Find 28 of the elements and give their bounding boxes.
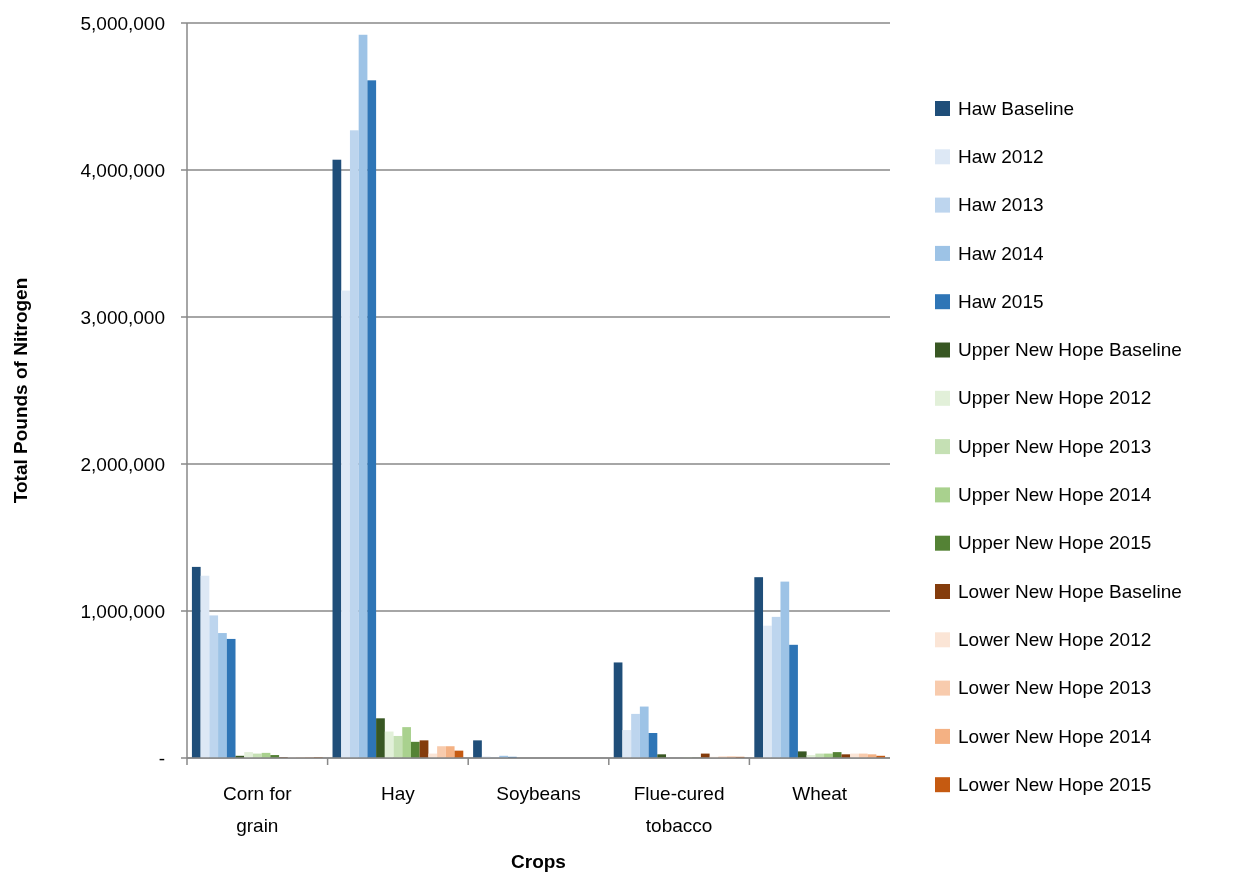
x-tick-label: Wheat: [792, 783, 848, 804]
legend-label: Upper New Hope 2015: [958, 532, 1152, 554]
x-tick-label: Soybeans: [496, 783, 581, 804]
y-tick-label: 4,000,000: [80, 159, 165, 181]
x-tick-label: Hay: [381, 783, 416, 804]
y-tick-label: 5,000,000: [80, 12, 165, 34]
x-axis-title: Crops: [511, 851, 566, 872]
legend-label: Haw 2014: [958, 242, 1044, 264]
legend-label: Haw 2013: [958, 194, 1044, 216]
y-axis-title: Total Pounds of Nitrogen: [10, 277, 31, 504]
legend-label: Upper New Hope 2012: [958, 387, 1152, 409]
legend-label: Upper New Hope 2014: [958, 484, 1152, 506]
legend-label: Lower New Hope 2014: [958, 725, 1152, 747]
x-tick-label: Flue-cured tobacco: [633, 783, 725, 836]
legend-label: Upper New Hope 2013: [958, 435, 1152, 457]
legend-label: Haw 2015: [958, 290, 1044, 312]
legend-label: Lower New Hope 2012: [958, 628, 1152, 650]
x-tick-label: Corn for grain: [222, 783, 293, 836]
legend-label: Lower New Hope Baseline: [958, 580, 1182, 602]
legend-label: Haw Baseline: [958, 97, 1075, 119]
legend-label: Lower New Hope 2013: [958, 677, 1152, 699]
y-tick-label: 2,000,000: [80, 453, 165, 475]
legend-label: Lower New Hope 2015: [958, 773, 1152, 795]
legend-label: Upper New Hope Baseline: [958, 339, 1182, 361]
y-tick-label: -: [158, 747, 165, 769]
legend-label: Haw 2012: [958, 145, 1044, 167]
y-tick-label: 1,000,000: [80, 600, 165, 622]
y-tick-label: 3,000,000: [80, 306, 165, 328]
